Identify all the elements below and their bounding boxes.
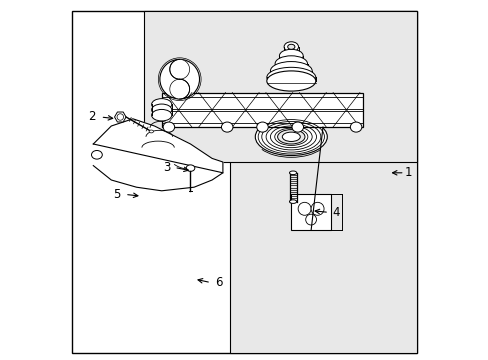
Ellipse shape [255, 118, 326, 156]
Ellipse shape [291, 122, 303, 132]
Ellipse shape [151, 109, 171, 121]
Ellipse shape [266, 71, 315, 91]
Bar [230, 11, 416, 353]
Ellipse shape [310, 202, 324, 215]
Ellipse shape [305, 214, 316, 225]
Polygon shape [93, 119, 223, 191]
Text: 3: 3 [163, 161, 170, 174]
Ellipse shape [275, 56, 307, 72]
Ellipse shape [163, 122, 174, 132]
Ellipse shape [149, 130, 153, 133]
Ellipse shape [91, 150, 102, 159]
Ellipse shape [298, 202, 310, 215]
Text: 1: 1 [404, 166, 411, 179]
Ellipse shape [151, 99, 171, 110]
Ellipse shape [287, 44, 294, 49]
Ellipse shape [284, 42, 298, 52]
Text: 2: 2 [87, 111, 95, 123]
Ellipse shape [289, 200, 296, 203]
Bar [143, 11, 416, 162]
Bar [291, 194, 330, 230]
Ellipse shape [221, 122, 232, 132]
Text: 5: 5 [113, 188, 120, 201]
Ellipse shape [117, 114, 123, 120]
Ellipse shape [282, 132, 300, 141]
Bar [162, 93, 363, 127]
Text: 4: 4 [332, 206, 339, 219]
Ellipse shape [266, 67, 315, 87]
Ellipse shape [186, 165, 194, 171]
Ellipse shape [160, 59, 199, 99]
Ellipse shape [169, 79, 189, 99]
Text: 6: 6 [215, 276, 223, 289]
Ellipse shape [349, 122, 361, 132]
Ellipse shape [279, 49, 303, 62]
Ellipse shape [289, 171, 296, 175]
Ellipse shape [169, 59, 189, 79]
Ellipse shape [256, 122, 268, 132]
Ellipse shape [151, 104, 171, 116]
Ellipse shape [277, 130, 305, 144]
Ellipse shape [270, 62, 311, 80]
